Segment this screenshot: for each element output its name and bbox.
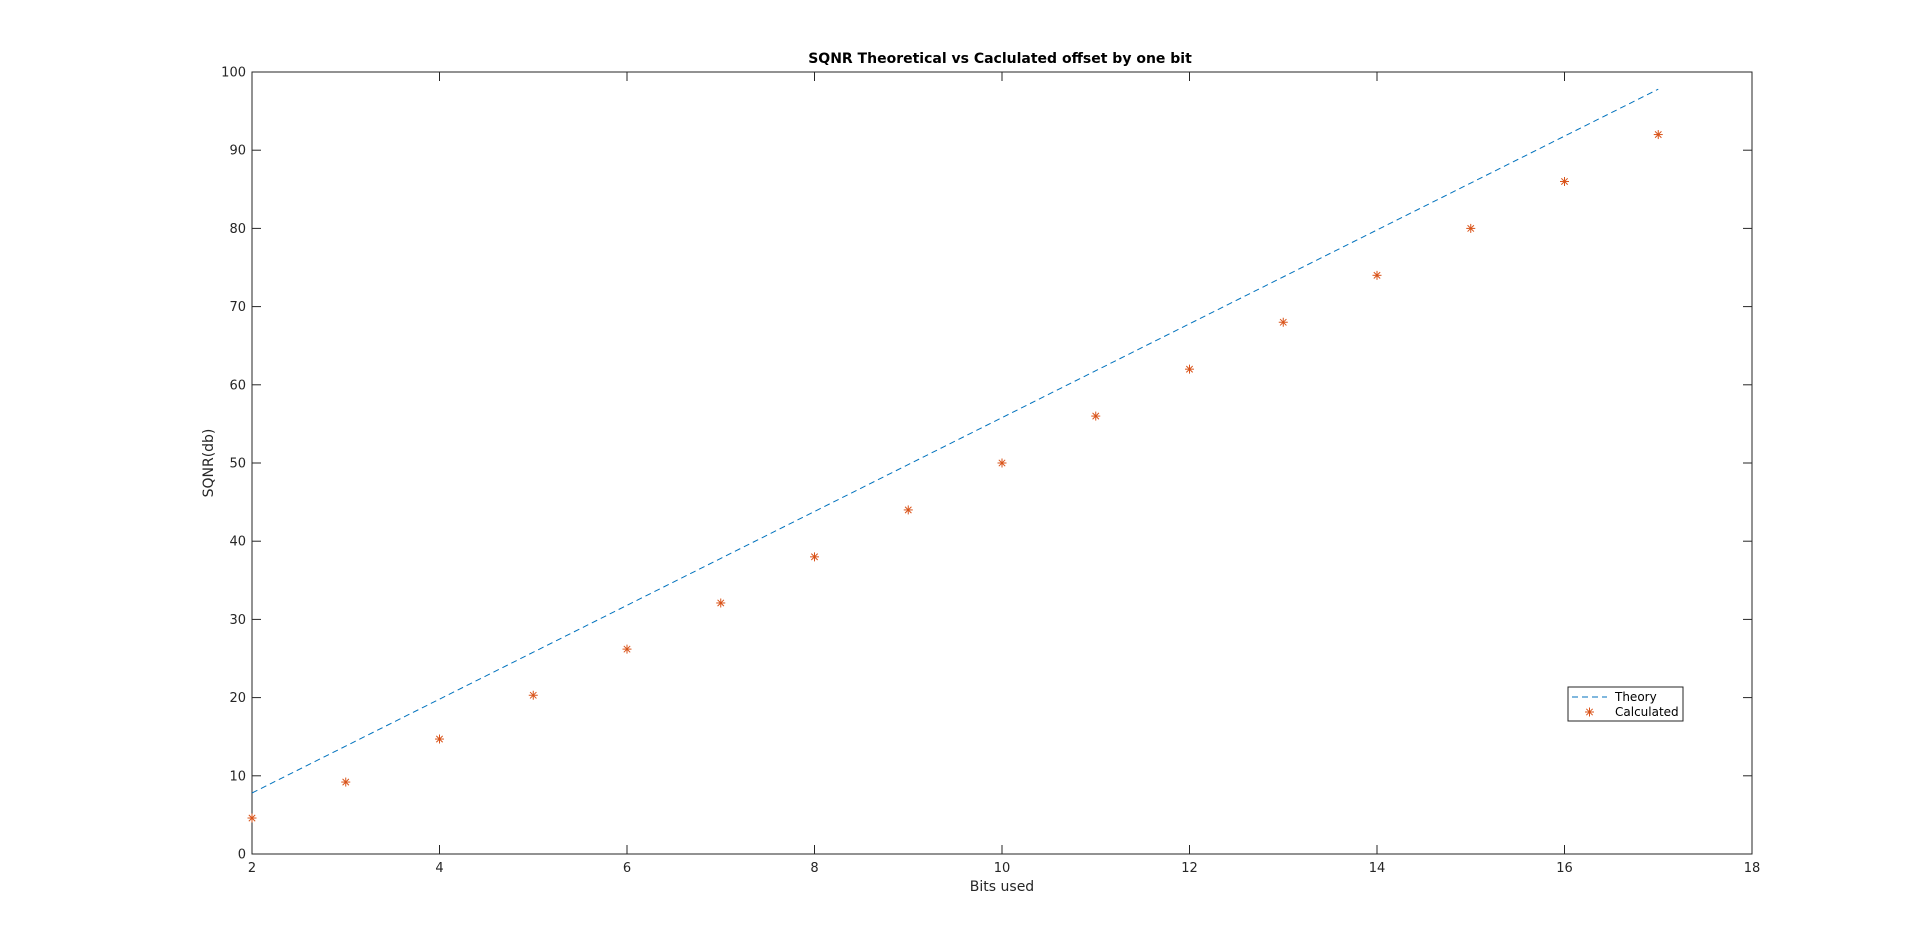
legend-calculated-swatch (1585, 707, 1594, 717)
legend-calculated-label: Calculated (1615, 705, 1679, 719)
calculated-point (1278, 317, 1288, 327)
y-tick-label: 30 (229, 613, 246, 628)
calculated-point (247, 813, 257, 823)
y-tick-label: 20 (229, 691, 246, 706)
chart-title: SQNR Theoretical vs Caclulated offset by… (808, 51, 1192, 67)
x-tick-label: 6 (623, 861, 631, 876)
series-layer (247, 88, 1663, 823)
x-tick-label: 12 (1181, 861, 1198, 876)
x-axis-label: Bits used (970, 879, 1034, 895)
theory-line (251, 88, 1659, 794)
y-tick-label: 60 (229, 378, 246, 393)
x-tick-label: 8 (810, 861, 818, 876)
x-tick-label: 2 (248, 861, 256, 876)
calculated-point (435, 734, 444, 744)
calculated-point (997, 458, 1007, 468)
calculated-point (1185, 364, 1194, 374)
calculated-point (903, 505, 913, 515)
x-tick-label: 10 (994, 861, 1011, 876)
legend-theory-label: Theory (1614, 690, 1657, 704)
x-tick-label: 14 (1369, 861, 1386, 876)
y-tick-label: 10 (229, 769, 246, 784)
y-tick-label: 40 (229, 535, 246, 550)
y-tick-label: 0 (238, 848, 246, 863)
calculated-point (810, 552, 819, 562)
calculated-point (1653, 130, 1663, 140)
legend-box (1567, 686, 1684, 722)
x-tick-label: 16 (1556, 861, 1573, 876)
calculated-point (528, 690, 538, 700)
legend-calculated-marker (1585, 707, 1594, 717)
calculated-point (1372, 270, 1382, 280)
y-tick-label: 100 (221, 66, 246, 81)
y-tick-label: 70 (229, 300, 246, 315)
calculated-point (341, 777, 351, 787)
calculated-point (1466, 223, 1476, 233)
legend: Theory Calculated (1567, 686, 1684, 722)
calculated-point (1091, 411, 1101, 421)
calculated-point (622, 644, 632, 654)
x-tick-label: 4 (435, 861, 443, 876)
y-tick-label: 50 (229, 457, 246, 472)
calculated-point (1560, 176, 1569, 186)
x-tick-labels: 2 4 6 8 10 12 14 16 18 (248, 861, 1760, 876)
x-tick-label: 18 (1744, 861, 1761, 876)
calculated-point (716, 598, 726, 608)
y-tick-label: 90 (229, 144, 246, 159)
y-tick-label: 80 (229, 222, 246, 237)
y-axis-label: SQNR(db) (201, 429, 217, 498)
y-tick-labels: 0 10 20 30 40 50 60 70 80 90 100 (221, 66, 246, 863)
axis-ticks (251, 71, 1753, 855)
